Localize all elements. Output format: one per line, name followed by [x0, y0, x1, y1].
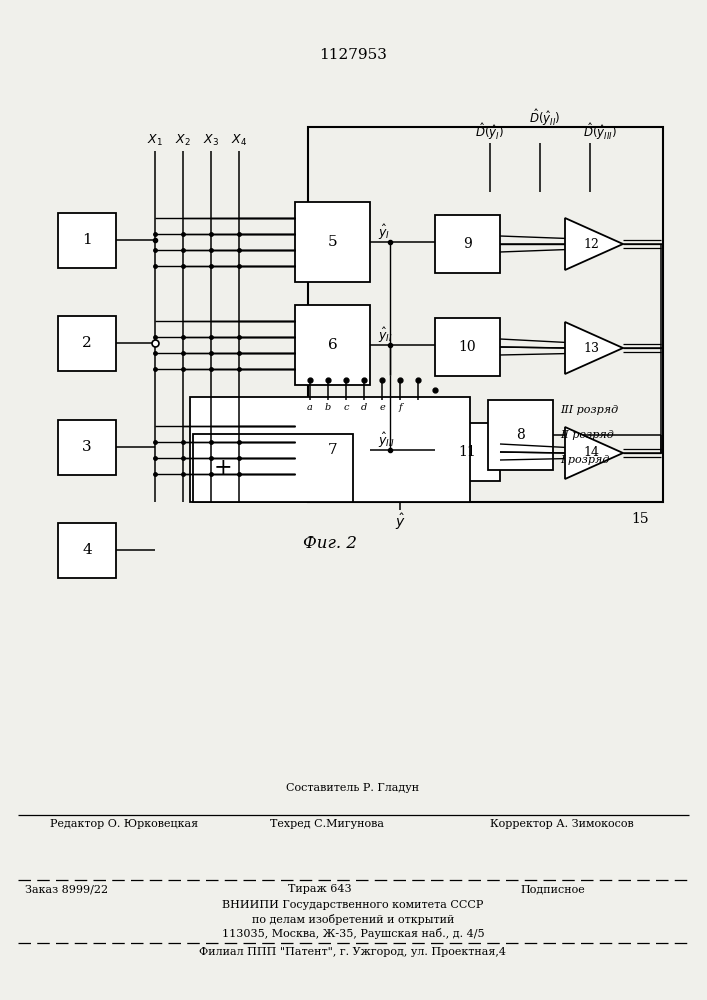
Text: Редактор О. Юрковецкая: Редактор О. Юрковецкая — [50, 819, 198, 829]
Bar — [295, 410, 370, 490]
Text: Корректор А. Зимокосов: Корректор А. Зимокосов — [490, 819, 633, 829]
Text: III розряд: III розряд — [560, 405, 618, 415]
Text: c: c — [344, 403, 349, 412]
Text: $\hat{y}$: $\hat{y}$ — [395, 512, 405, 532]
Text: $X_3$: $X_3$ — [203, 133, 219, 148]
Text: 7: 7 — [327, 443, 337, 457]
Bar — [435, 318, 500, 376]
Text: 11: 11 — [459, 445, 477, 459]
Text: II розряд: II розряд — [560, 430, 614, 440]
Text: +: + — [214, 457, 233, 479]
Text: f: f — [398, 403, 402, 412]
Text: Тираж 643: Тираж 643 — [288, 884, 352, 894]
Text: $\hat{D}(\hat{y}_{III})$: $\hat{D}(\hat{y}_{III})$ — [583, 121, 617, 142]
Text: $\hat{D}(\hat{y}_{II})$: $\hat{D}(\hat{y}_{II})$ — [530, 107, 561, 128]
Bar — [58, 316, 116, 370]
Text: e: e — [379, 403, 385, 412]
Text: Техред С.Мигунова: Техред С.Мигунова — [270, 819, 384, 829]
Text: b: b — [325, 403, 331, 412]
Bar — [435, 423, 500, 481]
Bar — [488, 400, 553, 470]
Bar — [308, 127, 663, 502]
Bar — [295, 202, 370, 282]
Bar — [58, 213, 116, 267]
Text: Заказ 8999/22: Заказ 8999/22 — [25, 884, 108, 894]
Text: 6: 6 — [327, 338, 337, 352]
Text: 3: 3 — [82, 440, 92, 454]
Text: 5: 5 — [327, 235, 337, 249]
Text: $\hat{D}(\hat{y}_I)$: $\hat{D}(\hat{y}_I)$ — [475, 121, 505, 142]
Text: Подписное: Подписное — [520, 884, 585, 894]
Text: по делам изобретений и открытий: по делам изобретений и открытий — [252, 914, 454, 925]
Text: Фиг. 2: Фиг. 2 — [303, 535, 357, 552]
Polygon shape — [565, 427, 623, 479]
Text: 14: 14 — [583, 446, 599, 460]
Text: 12: 12 — [583, 237, 599, 250]
Bar — [435, 215, 500, 273]
Text: $\hat{y}_I$: $\hat{y}_I$ — [378, 222, 390, 242]
Text: 13: 13 — [583, 342, 599, 355]
Bar — [58, 522, 116, 578]
Polygon shape — [565, 218, 623, 270]
Text: d: d — [361, 403, 367, 412]
Text: 113035, Москва, Ж-35, Раушская наб., д. 4/5: 113035, Москва, Ж-35, Раушская наб., д. … — [222, 928, 484, 939]
Text: ВНИИПИ Государственного комитета СССР: ВНИИПИ Государственного комитета СССР — [222, 900, 484, 910]
Text: 1: 1 — [82, 233, 92, 247]
Text: $\hat{y}_{II}$: $\hat{y}_{II}$ — [378, 325, 393, 345]
Bar — [193, 434, 353, 502]
Text: 9: 9 — [463, 237, 472, 251]
Text: a: a — [307, 403, 313, 412]
Text: 1127953: 1127953 — [319, 48, 387, 62]
Bar — [190, 397, 470, 502]
Bar — [295, 305, 370, 385]
Text: Филиал ППП "Патент", г. Ужгород, ул. Проектная,4: Филиал ППП "Патент", г. Ужгород, ул. Про… — [199, 947, 506, 957]
Text: Составитель Р. Гладун: Составитель Р. Гладун — [286, 783, 419, 793]
Text: 2: 2 — [82, 336, 92, 350]
Text: 15: 15 — [631, 512, 649, 526]
Text: 4: 4 — [82, 543, 92, 557]
Text: $X_2$: $X_2$ — [175, 133, 191, 148]
Text: I розряд: I розряд — [560, 455, 609, 465]
Text: 8: 8 — [516, 428, 525, 442]
Polygon shape — [565, 322, 623, 374]
Text: $X_1$: $X_1$ — [147, 133, 163, 148]
Text: $X_4$: $X_4$ — [231, 133, 247, 148]
Text: 10: 10 — [459, 340, 477, 354]
Text: $\hat{y}_{III}$: $\hat{y}_{III}$ — [378, 430, 395, 450]
Bar — [58, 420, 116, 475]
